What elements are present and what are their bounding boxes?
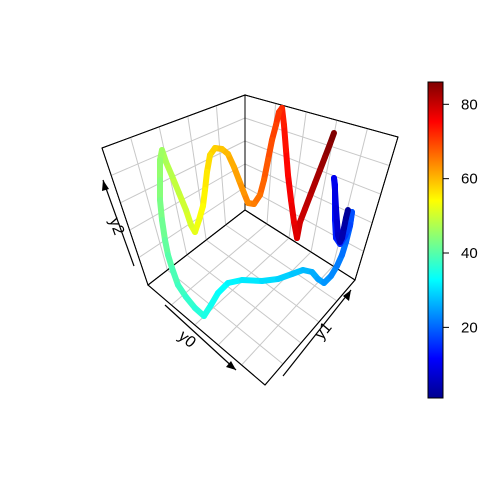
grid-line [187,116,207,241]
series-segment [239,277,265,284]
colorbar-tick-label: 60 [461,171,478,188]
grid-line [129,163,246,231]
series-segment [285,172,294,203]
back-left-wall [101,94,246,286]
y-axis-label: y1 [312,319,336,343]
series-segment [343,207,351,221]
grid-line [225,224,338,302]
series-segment [202,169,210,193]
box-edges [101,94,399,386]
x-axis-label: y0 [175,328,199,352]
series-segment [288,197,297,225]
colorbar-tick-label: 80 [461,96,478,113]
grid-line [186,254,302,344]
series-segment [169,173,182,196]
z-axis-arrow [102,179,135,267]
series-segment [176,190,189,213]
colorbar: 20 40 60 80 [427,81,478,399]
series-segment [261,157,271,183]
x-axis-arrow [164,304,237,371]
grid-line [171,223,268,306]
series-segment [332,187,339,211]
y-axis-arrowhead [343,290,351,301]
y-axis-arrow [282,289,352,377]
grid-line [167,269,284,365]
series-segment [283,147,291,178]
series-segment [159,217,168,243]
z-axis: y2 [102,179,135,267]
plot-box [101,94,399,386]
series-segment [157,197,165,223]
grid-line [111,117,246,176]
grid-line [130,137,168,271]
series-segment [169,265,181,288]
back-right-wall [244,94,399,281]
floor-plane [147,209,356,386]
grid-line [241,265,334,366]
z-axis-arrowhead [102,180,109,191]
grid-line [215,105,227,226]
colorbar-tick-label: 40 [461,245,478,262]
series-line [157,105,355,319]
colorbar-ticks: 20 40 60 80 [443,96,478,336]
x-axis-arrowhead [226,361,236,370]
series-segment [281,122,289,153]
colorbar-rect [427,81,444,399]
z-axis-label: y2 [105,216,127,238]
series-segment [265,137,275,163]
colorbar-tick-label: 20 [461,319,478,336]
grid-line [217,251,312,346]
grid-line [244,117,390,167]
